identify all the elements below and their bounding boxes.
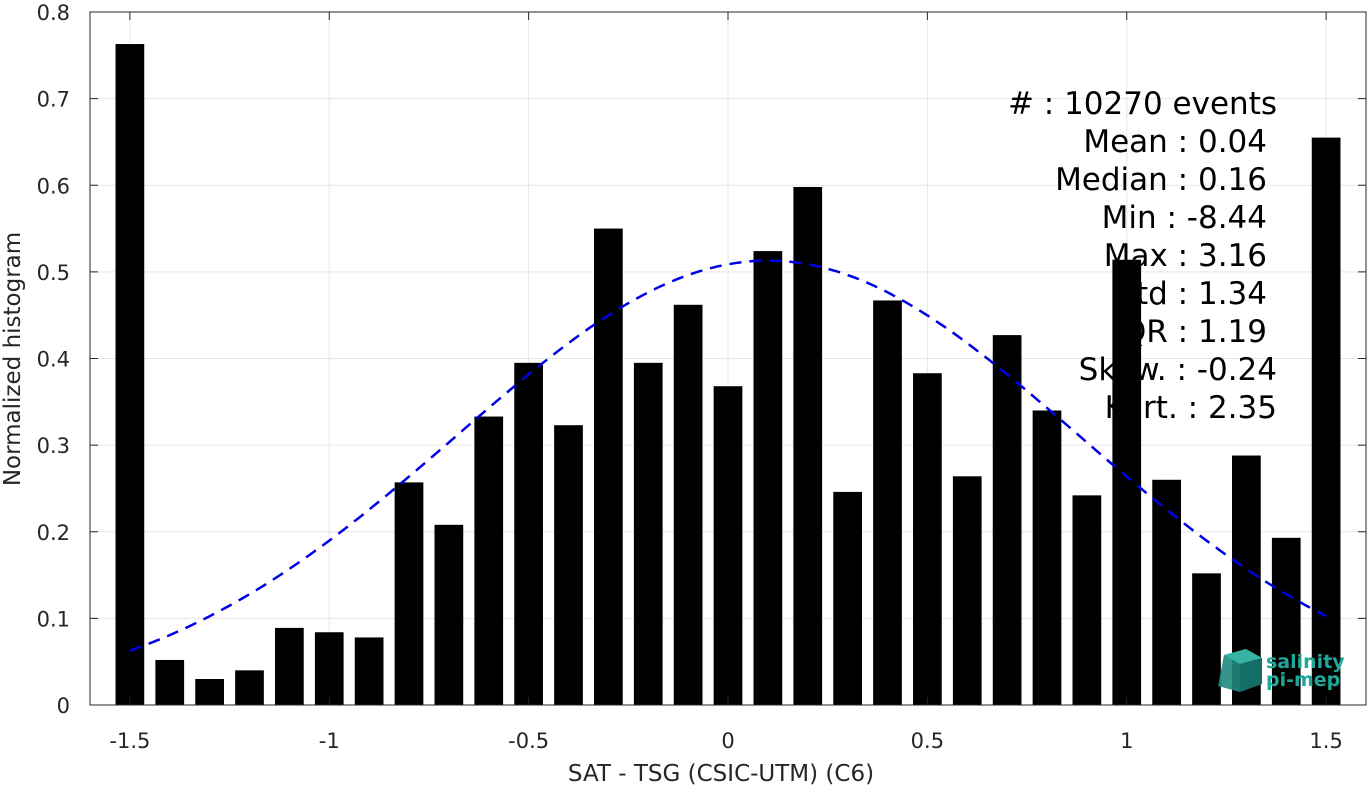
logo-line2: pi-mep: [1266, 669, 1340, 691]
histogram-bar: [913, 373, 942, 705]
histogram-bar: [873, 300, 902, 705]
x-tick-label: -1.5: [109, 729, 150, 753]
y-tick-label: 0: [57, 694, 70, 718]
x-tick-label: 0: [721, 729, 734, 753]
histogram-bar: [275, 627, 304, 705]
histogram-bar: [633, 362, 663, 705]
stats-mean: Mean : 0.04: [1083, 124, 1267, 160]
histogram-bar: [155, 659, 185, 705]
x-axis-label: SAT - TSG (CSIC-UTM) (C6): [568, 761, 874, 785]
x-tick-label: -0.5: [508, 729, 549, 753]
histogram-bar: [1032, 410, 1062, 705]
histogram-bar: [1112, 259, 1142, 705]
y-tick-label: 0.2: [37, 521, 70, 545]
histogram-bar: [1192, 573, 1221, 705]
stats-kurt: Kurt. : 2.35: [1105, 390, 1277, 426]
histogram-bar: [554, 425, 583, 705]
histogram-bar: [992, 335, 1022, 705]
y-tick-label: 0.7: [37, 88, 70, 112]
stats-std: Std : 1.34: [1116, 276, 1267, 312]
y-axis-label: Normalized histogram: [0, 232, 26, 486]
salinity-pimep-logo: salinity pi-mep: [1218, 649, 1345, 692]
histogram-bars: [115, 44, 1341, 706]
histogram-bar: [1152, 479, 1181, 705]
stats-count: # : 10270 events: [1008, 86, 1277, 122]
histogram-bar: [833, 491, 862, 705]
histogram-bar: [1072, 495, 1102, 705]
histogram-bar: [514, 362, 543, 705]
y-tick-label: 0.4: [37, 348, 70, 372]
histogram-bar: [314, 632, 344, 705]
stats-min: Min : -8.44: [1102, 200, 1267, 236]
x-tick-label: -1: [319, 729, 340, 753]
y-tick-label: 0.5: [37, 261, 70, 285]
histogram-bar: [713, 386, 743, 705]
y-tick-label: 0.8: [37, 1, 70, 25]
histogram-bar: [793, 186, 823, 706]
histogram-bar: [115, 44, 145, 705]
histogram-bar: [394, 482, 424, 705]
y-axis-ticks: 0 0.1 0.2 0.3 0.4 0.5 0.6 0.7 0.8: [37, 1, 1366, 718]
histogram-bar: [753, 251, 783, 705]
histogram-bar: [434, 524, 464, 705]
histogram-bar: [952, 476, 982, 705]
y-tick-label: 0.3: [37, 434, 70, 458]
stats-iqr: IQR : 1.19: [1113, 314, 1267, 350]
histogram-bar: [354, 637, 384, 705]
normal-fit-curve: [129, 259, 1327, 652]
stats-box: # : 10270 events Mean : 0.04 Median : 0.…: [1008, 86, 1277, 426]
stats-max: Max : 3.16: [1104, 238, 1267, 274]
histogram-bar: [1271, 537, 1301, 705]
stats-median: Median : 0.16: [1055, 162, 1267, 198]
x-tick-label: 1.5: [1309, 729, 1342, 753]
histogram-bar: [673, 304, 703, 705]
x-tick-label: 0.5: [911, 729, 944, 753]
x-axis-ticks: -1.5 -1 -0.5 0 0.5 1 1.5: [109, 12, 1343, 753]
histogram-bar: [1311, 137, 1341, 705]
y-tick-label: 0.1: [37, 607, 70, 631]
x-tick-label: 1: [1120, 729, 1133, 753]
histogram-bar: [594, 228, 623, 705]
histogram-bar: [235, 670, 264, 705]
stats-skew: Skew. : -0.24: [1079, 352, 1277, 388]
histogram-bar: [474, 416, 504, 705]
logo-line1: salinity: [1266, 651, 1345, 673]
histogram-bar: [195, 679, 224, 705]
y-tick-label: 0.6: [37, 174, 70, 198]
